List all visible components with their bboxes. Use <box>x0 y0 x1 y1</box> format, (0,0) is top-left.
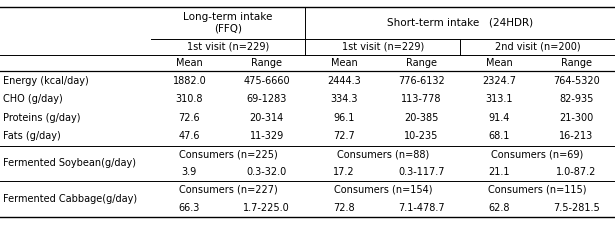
Text: 334.3: 334.3 <box>330 94 358 104</box>
Text: 776-6132: 776-6132 <box>398 76 445 86</box>
Text: Consumers (n=88): Consumers (n=88) <box>337 149 429 159</box>
Text: 0.3-117.7: 0.3-117.7 <box>399 167 445 177</box>
Text: 21-300: 21-300 <box>559 113 593 123</box>
Text: 0.3-32.0: 0.3-32.0 <box>247 167 287 177</box>
Text: 69-1283: 69-1283 <box>247 94 287 104</box>
Text: 2444.3: 2444.3 <box>327 76 361 86</box>
Text: 62.8: 62.8 <box>488 203 510 213</box>
Text: Short-term intake   (24HDR): Short-term intake (24HDR) <box>387 18 533 28</box>
Text: 1.0-87.2: 1.0-87.2 <box>556 167 597 177</box>
Text: 475-6660: 475-6660 <box>244 76 290 86</box>
Text: 1882.0: 1882.0 <box>172 76 206 86</box>
Text: 2324.7: 2324.7 <box>482 76 516 86</box>
Text: 2nd visit (n=200): 2nd visit (n=200) <box>495 42 581 52</box>
Text: 17.2: 17.2 <box>333 167 355 177</box>
Text: 1st visit (n=229): 1st visit (n=229) <box>342 42 424 52</box>
Text: Mean: Mean <box>176 58 203 68</box>
Text: 72.6: 72.6 <box>178 113 200 123</box>
Text: 82-935: 82-935 <box>559 94 593 104</box>
Text: 10-235: 10-235 <box>404 131 438 141</box>
Text: 96.1: 96.1 <box>333 113 355 123</box>
Text: CHO (g/day): CHO (g/day) <box>3 94 63 104</box>
Text: Consumers (n=69): Consumers (n=69) <box>491 149 584 159</box>
Text: 7.1-478.7: 7.1-478.7 <box>399 203 445 213</box>
Text: 47.6: 47.6 <box>178 131 200 141</box>
Text: 68.1: 68.1 <box>488 131 510 141</box>
Text: 7.5-281.5: 7.5-281.5 <box>553 203 600 213</box>
Text: 72.8: 72.8 <box>333 203 355 213</box>
Text: Fermented Cabbage(g/day): Fermented Cabbage(g/day) <box>3 194 137 204</box>
Text: 91.4: 91.4 <box>488 113 510 123</box>
Text: Mean: Mean <box>331 58 357 68</box>
Text: 113-778: 113-778 <box>401 94 442 104</box>
Text: Mean: Mean <box>486 58 512 68</box>
Text: 20-314: 20-314 <box>250 113 284 123</box>
Text: Proteins (g/day): Proteins (g/day) <box>3 113 81 123</box>
Text: 72.7: 72.7 <box>333 131 355 141</box>
Text: 313.1: 313.1 <box>485 94 513 104</box>
Text: 21.1: 21.1 <box>488 167 510 177</box>
Text: 310.8: 310.8 <box>176 94 203 104</box>
Text: Consumers (n=225): Consumers (n=225) <box>179 149 277 159</box>
Text: Fats (g/day): Fats (g/day) <box>3 131 61 141</box>
Text: Fermented Soybean(g/day): Fermented Soybean(g/day) <box>3 158 136 168</box>
Text: 3.9: 3.9 <box>182 167 197 177</box>
Text: Consumers (n=227): Consumers (n=227) <box>179 185 277 195</box>
Text: Range: Range <box>252 58 282 68</box>
Text: Range: Range <box>406 58 437 68</box>
Text: 66.3: 66.3 <box>179 203 200 213</box>
Text: 1st visit (n=229): 1st visit (n=229) <box>187 42 269 52</box>
Text: Long-term intake
(FFQ): Long-term intake (FFQ) <box>183 12 272 34</box>
Text: Consumers (n=115): Consumers (n=115) <box>488 185 587 195</box>
Text: Range: Range <box>561 58 592 68</box>
Text: Consumers (n=154): Consumers (n=154) <box>333 185 432 195</box>
Text: 20-385: 20-385 <box>404 113 438 123</box>
Text: 16-213: 16-213 <box>559 131 593 141</box>
Text: 1.7-225.0: 1.7-225.0 <box>244 203 290 213</box>
Text: 11-329: 11-329 <box>250 131 284 141</box>
Text: 764-5320: 764-5320 <box>553 76 600 86</box>
Text: Energy (kcal/day): Energy (kcal/day) <box>3 76 89 86</box>
